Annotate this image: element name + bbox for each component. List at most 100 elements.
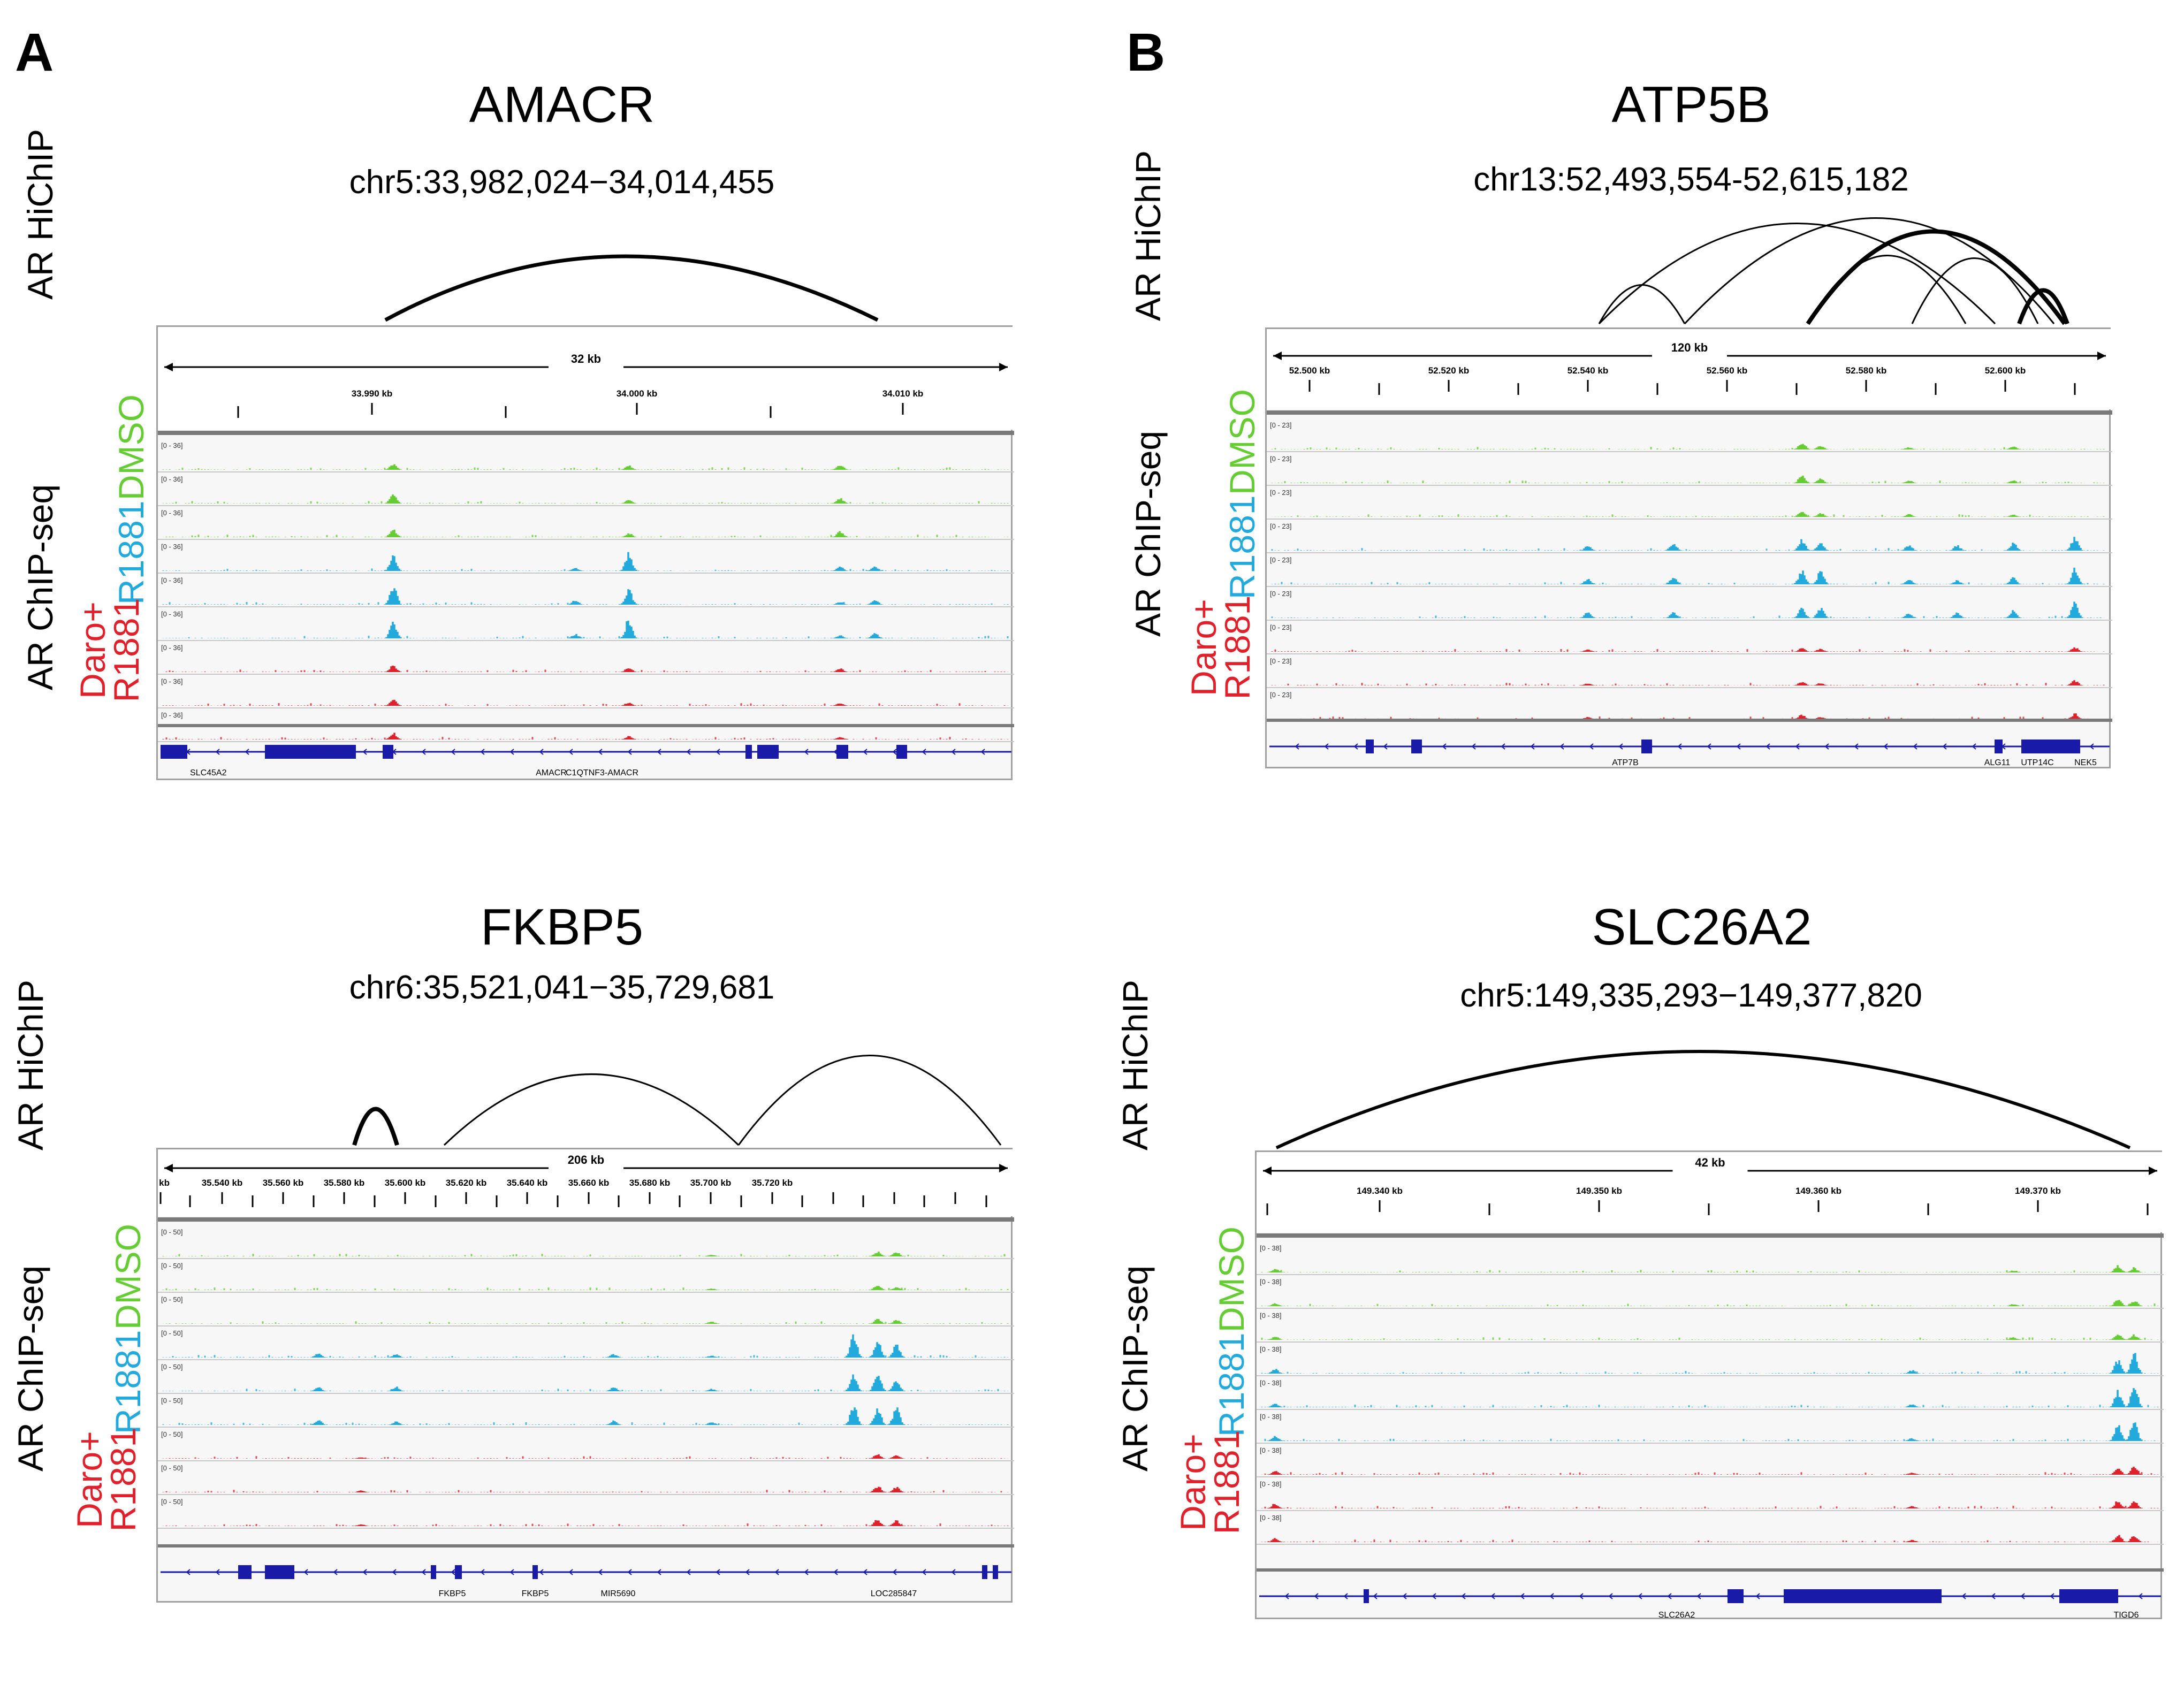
chip-peak	[831, 602, 849, 605]
chip-peak	[2125, 1301, 2143, 1306]
chip-peak	[604, 1420, 622, 1425]
strand-chevron-icon	[1608, 1593, 1613, 1599]
chip-peak	[868, 1376, 886, 1391]
track-range-label: [0 - 38]	[1260, 1345, 1281, 1353]
chip-peak	[1266, 1337, 1284, 1340]
strand-chevron-icon	[1667, 1593, 1672, 1599]
ruler-tick-label: 149.350 kb	[1576, 1186, 1622, 1196]
gene-name-label: FKBP5	[439, 1589, 466, 1598]
igv-browser-fkbp5: 206 kb 0 kb 35.540 kb 35.560 kb 35.580 kb 35.…	[156, 1148, 1014, 1603]
strand-chevron-icon	[568, 749, 573, 755]
hichip-arcs-amacr	[384, 254, 879, 322]
dmso-label: DMSO	[1212, 1226, 1251, 1332]
track-noise	[162, 467, 1009, 470]
track-range-label: [0 - 36]	[161, 711, 182, 719]
chip-peak	[868, 1520, 886, 1526]
hichip-label: AR HiChIP	[11, 979, 50, 1150]
chip-peak	[702, 1422, 720, 1425]
track-range-label: [0 - 36]	[161, 441, 182, 449]
gene-exon	[2059, 1589, 2102, 1603]
track-noise	[1261, 1371, 2159, 1374]
chip-peak	[2125, 1334, 2143, 1340]
chip-peak	[1811, 683, 1829, 685]
coord-title-amacr: chr5:33,982,024−34,014,455	[349, 164, 775, 201]
strand-chevron-icon	[863, 749, 867, 755]
gene-exon	[1641, 740, 1652, 753]
strand-chevron-icon	[480, 1569, 485, 1575]
strand-chevron-icon	[186, 1569, 191, 1575]
track-noise	[162, 1321, 1009, 1324]
chip-peak	[1899, 545, 1917, 551]
gene-track-divider	[158, 1544, 1014, 1547]
chip-peak	[1792, 607, 1810, 618]
chip-peak	[384, 733, 402, 740]
chip-peak	[384, 665, 402, 672]
track-noise	[162, 703, 1009, 706]
strand-chevron-icon	[1766, 743, 1770, 750]
daro-r1881-label: Daro+ R1881	[1184, 595, 1257, 700]
track-range-label: [0 - 38]	[1260, 1514, 1281, 1522]
chip-peak	[1792, 648, 1810, 652]
gene-exon	[1366, 740, 1374, 753]
hichip-loop-arc	[352, 1107, 399, 1146]
strand-chevron-icon	[627, 749, 632, 755]
strand-chevron-icon	[598, 1569, 603, 1575]
chip-peak	[1947, 545, 1966, 551]
chipseq-label: AR ChIP-seq	[20, 484, 60, 690]
chip-peak	[619, 736, 637, 740]
chip-peak	[887, 1407, 905, 1425]
chip-peak	[702, 1322, 720, 1324]
daro-r1881-label: Daro+ R1881	[70, 1427, 143, 1532]
ruler-tick-label: 35.700 kb	[690, 1178, 732, 1188]
chipseq-label: AR ChIP-seq	[1128, 430, 1168, 637]
chip-peak	[619, 620, 637, 638]
track-noise	[162, 1389, 1009, 1391]
chip-peak	[2004, 446, 2022, 449]
chip-peak	[384, 621, 402, 638]
gene-name-label: NEK5	[2074, 758, 2097, 767]
hichip-loop-arc	[1275, 1050, 2131, 1149]
hichip-arcs-slc26a2	[1275, 1050, 2131, 1149]
gene-exon	[1411, 740, 1422, 753]
track-noise	[1271, 683, 2105, 685]
chip-peak	[386, 1421, 405, 1425]
hichip-loop-arc	[1684, 217, 2055, 325]
strand-chevron-icon	[1432, 1593, 1436, 1599]
chip-peak	[2125, 1267, 2143, 1272]
chip-peak	[1811, 543, 1829, 551]
gene-exon	[383, 745, 393, 759]
hichip-loop-arc	[443, 1073, 740, 1146]
strand-chevron-icon	[362, 749, 367, 755]
strand-chevron-icon	[1618, 743, 1623, 750]
strand-chevron-icon	[1549, 1593, 1554, 1599]
ruler-tick-label: 34.010 kb	[882, 388, 924, 399]
chip-peak	[352, 1490, 370, 1492]
ruler-divider	[1257, 1233, 2164, 1238]
chip-peak	[1578, 649, 1596, 652]
track-range-label: [0 - 23]	[1270, 489, 1291, 497]
chip-peak	[384, 464, 402, 470]
ruler-tick-label: 52.580 kb	[1846, 365, 1887, 376]
span-arrow-right-icon	[2097, 352, 2106, 360]
track-range-label: [0 - 38]	[1260, 1312, 1281, 1320]
span-label: 42 kb	[1695, 1156, 1725, 1169]
strand-chevron-icon	[215, 1569, 220, 1575]
span-label: 206 kb	[568, 1153, 605, 1167]
chip-peak	[1899, 447, 1917, 449]
chip-peak	[2065, 537, 2083, 551]
strand-chevron-icon	[1343, 1593, 1348, 1599]
gene-exon	[1784, 1589, 1942, 1603]
chip-peak	[1792, 475, 1810, 483]
chip-peak	[702, 1389, 720, 1391]
gene-name-label: TIGD6	[2113, 1611, 2139, 1620]
span-arrow-left-icon	[164, 363, 173, 371]
chip-peak	[384, 588, 402, 605]
strand-chevron-icon	[1471, 743, 1476, 750]
strand-chevron-icon	[1353, 743, 1358, 750]
gene-name-label: C1QTNF3-AMACR	[566, 768, 638, 777]
chip-peak	[887, 1320, 905, 1324]
strand-chevron-icon	[627, 1569, 632, 1575]
chip-peak	[2125, 1353, 2143, 1374]
strand-chevron-icon	[568, 1569, 573, 1575]
strand-chevron-icon	[951, 749, 956, 755]
